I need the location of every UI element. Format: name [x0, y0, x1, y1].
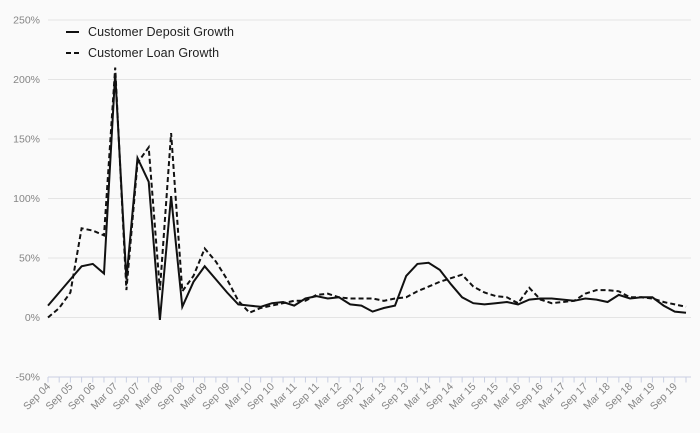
y-axis-tick-label: 0% [25, 312, 40, 324]
y-axis-tick-label: 250% [13, 15, 40, 27]
y-axis-tick-label: -50% [15, 372, 40, 384]
legend-label-loan-growth: Customer Loan Growth [88, 46, 220, 60]
y-axis-tick-label: 50% [19, 253, 40, 265]
solid-line-swatch [66, 30, 79, 34]
y-axis-tick-label: 100% [13, 193, 40, 205]
loan-growth-line [47, 67, 687, 319]
y-axis-tick-label: 200% [13, 74, 40, 86]
deposit-growth-line [47, 73, 687, 320]
legend-label-deposit-growth: Customer Deposit Growth [88, 25, 235, 39]
legend-item-deposit-growth: Customer Deposit Growth [66, 25, 234, 39]
legend-item-loan-growth: Customer Loan Growth [66, 46, 234, 60]
chart-legend: Customer Deposit Growth Customer Loan Gr… [66, 25, 234, 60]
dashed-line-swatch [66, 51, 79, 55]
y-axis-tick-label: 150% [13, 134, 40, 146]
